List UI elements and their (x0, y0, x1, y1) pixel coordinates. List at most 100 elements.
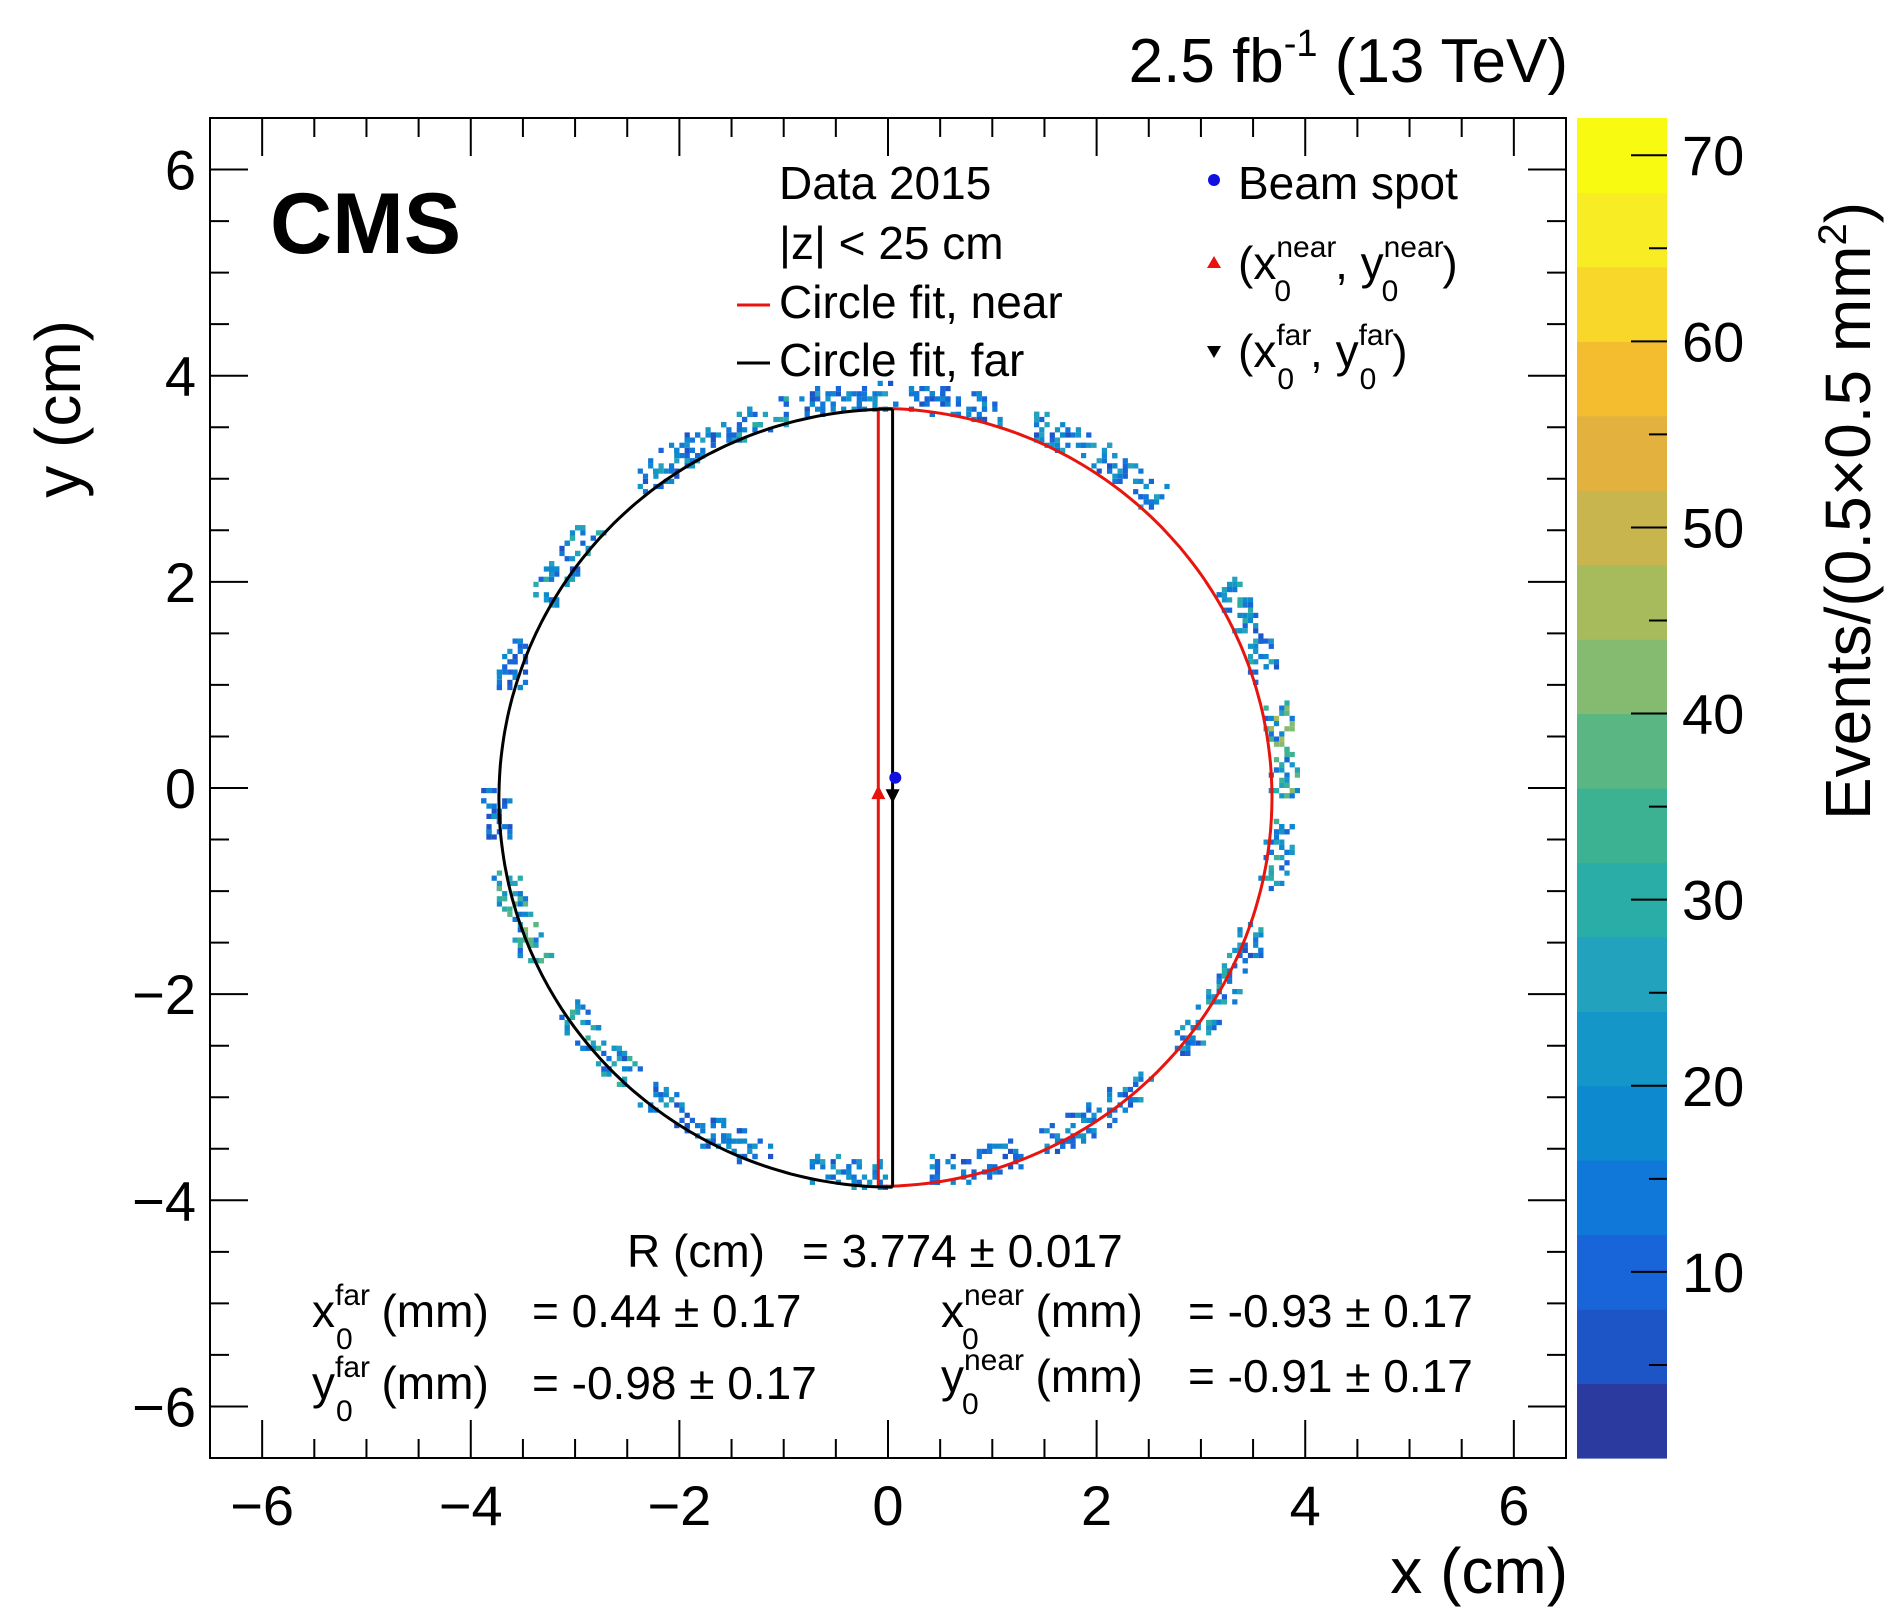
heatmap-cell (648, 463, 654, 469)
fit-y0-far-value: = -0.98 ± 0.17 (532, 1357, 817, 1409)
heatmap-cell (642, 473, 649, 479)
heatmap-cell (1054, 1133, 1061, 1139)
heatmap-cell (517, 911, 523, 917)
heatmap-cell (742, 1153, 748, 1160)
color-bar-band (1577, 415, 1667, 491)
heatmap-cell (486, 834, 492, 840)
heatmap-cell (564, 581, 570, 587)
heatmap-cell (486, 824, 492, 830)
heatmap-cell (1070, 1123, 1076, 1129)
heatmap-cell (559, 1014, 565, 1020)
heatmap-cell (684, 458, 690, 464)
y-axis-title: y (cm) (22, 320, 94, 498)
heatmap-cell (1107, 1112, 1113, 1118)
heatmap-cell (1247, 597, 1254, 603)
heatmap-cell (491, 803, 497, 809)
heatmap-cell (622, 1056, 628, 1062)
heatmap-cell (1247, 659, 1254, 665)
heatmap-cell (924, 396, 930, 402)
heatmap-cell (1060, 432, 1066, 438)
heatmap-cell (590, 535, 596, 541)
heatmap-cell (1258, 654, 1264, 660)
heatmap-cell (987, 1148, 993, 1154)
heatmap-cell (522, 896, 529, 902)
heatmap-cell (1227, 607, 1233, 613)
heatmap-cell (533, 937, 539, 943)
heatmap-cell (616, 1081, 622, 1087)
heatmap-cell (496, 679, 502, 685)
heatmap-cell (1081, 1112, 1087, 1118)
heatmap-cell (1279, 880, 1285, 886)
heatmap-cell (1122, 473, 1128, 479)
heatmap-cell (481, 798, 487, 804)
heatmap-cell (1138, 1076, 1144, 1082)
heatmap-cell (1273, 757, 1280, 763)
heatmap-cell (522, 901, 529, 907)
heatmap-cell (799, 396, 805, 402)
heatmap-cell (1221, 968, 1227, 974)
heatmap-cell (1008, 1164, 1014, 1170)
heatmap-cell (502, 803, 508, 809)
heatmap-cell (726, 1143, 732, 1149)
heatmap-cell (830, 391, 836, 397)
heatmap-cell (616, 1045, 622, 1051)
heatmap-cell (841, 1169, 847, 1175)
heatmap-cell (653, 468, 659, 474)
heatmap-cell (1273, 829, 1280, 835)
heatmap-cell (1180, 1035, 1186, 1041)
heatmap-cell (742, 1128, 748, 1134)
heatmap-cell (1284, 705, 1290, 711)
heatmap-cell (966, 1179, 972, 1185)
heatmap-cell (528, 937, 534, 943)
heatmap-cell (945, 1159, 951, 1165)
heatmap-cell (861, 1174, 868, 1180)
heatmap-cell (1294, 767, 1300, 773)
heatmap-cell (1075, 427, 1081, 433)
heatmap-cell (1185, 1045, 1191, 1051)
heatmap-cell (1133, 489, 1139, 495)
heatmap-cell (575, 999, 581, 1005)
heatmap-cell (1122, 1092, 1128, 1098)
heatmap-cell (1289, 793, 1295, 799)
heatmap-cell (1127, 463, 1134, 469)
heatmap-cell (1081, 1133, 1087, 1139)
heatmap-cell (747, 411, 753, 417)
heatmap-cell (955, 396, 961, 402)
heatmap-cell (1112, 453, 1118, 459)
heatmap-cell (981, 1148, 988, 1154)
fit-y0-far-label: yfar 0 (mm) (312, 1351, 489, 1428)
heatmap-cell (595, 530, 602, 536)
heatmap-cell (1101, 453, 1107, 459)
heatmap-cell (981, 416, 988, 423)
heatmap-cell (1294, 788, 1300, 794)
heatmap-cell (1044, 411, 1050, 417)
heatmap-cell (1206, 1019, 1212, 1026)
heatmap-cell (1268, 736, 1274, 742)
heatmap-cell (637, 1102, 643, 1108)
heatmap-cell (1138, 468, 1144, 474)
heatmap-cell (658, 1097, 664, 1103)
heatmap-cell (663, 1092, 669, 1098)
markers (871, 771, 902, 804)
heatmap-cell (768, 1153, 774, 1160)
heatmap-cell (1247, 612, 1254, 618)
heatmap-cell (1070, 1138, 1076, 1144)
color-bar: 10 20 30 40 50 60 70 (1577, 118, 1744, 1459)
heatmap-cell (1122, 1086, 1128, 1093)
heatmap-cell (695, 432, 701, 438)
heatmap-cell (851, 1174, 857, 1180)
heatmap-cell (611, 1061, 617, 1067)
near-center-marker (871, 785, 886, 800)
data-label: Data 2015 (779, 157, 991, 209)
heatmap-cell (1289, 721, 1295, 727)
heatmap-cell (569, 1009, 576, 1015)
heatmap-cell (1279, 777, 1285, 783)
heatmap-cell (752, 411, 758, 417)
heatmap-cell (554, 571, 560, 577)
heatmap-cell (872, 401, 878, 407)
heatmap-cell (658, 447, 664, 453)
heatmap-cell (507, 834, 513, 840)
heatmap-cell (1107, 1097, 1113, 1103)
heatmap-cell (747, 1148, 753, 1154)
heatmap-cell (721, 1123, 727, 1129)
